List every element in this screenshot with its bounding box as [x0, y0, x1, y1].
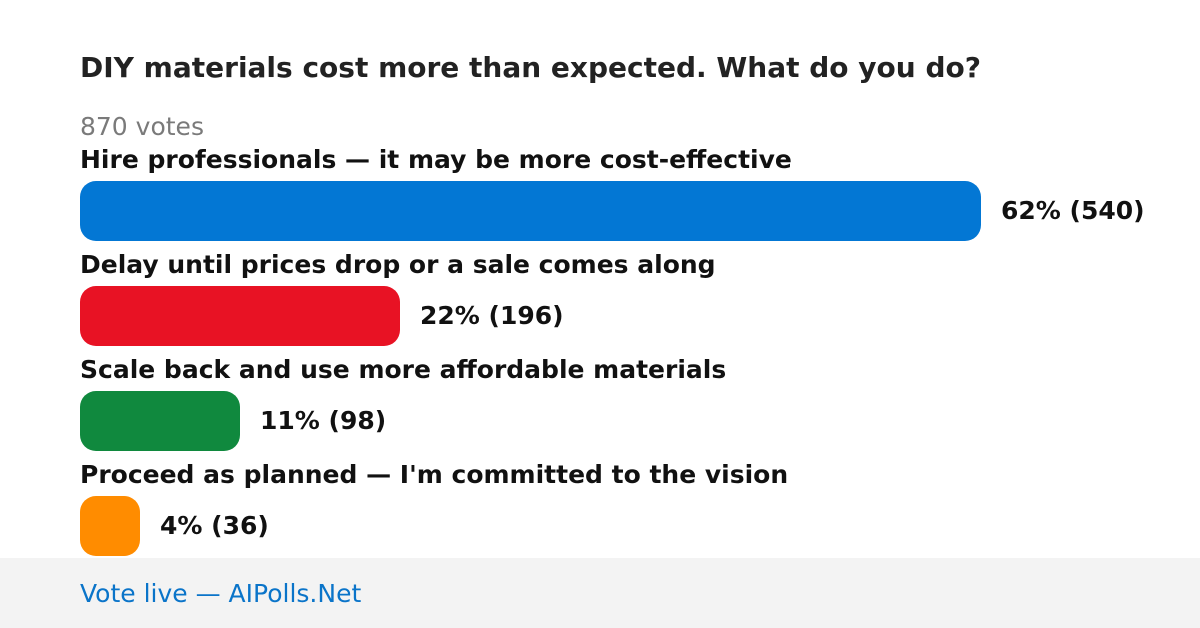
poll-bar	[80, 286, 400, 346]
poll-option: Scale back and use more affordable mater…	[80, 354, 1180, 459]
poll-bar	[80, 181, 981, 241]
poll-option-label: Hire professionals — it may be more cost…	[80, 145, 792, 174]
poll-bar	[80, 391, 240, 451]
poll-bar-value: 11% (98)	[260, 406, 387, 435]
poll-option: Hire professionals — it may be more cost…	[80, 144, 1180, 249]
vote-count: 870 votes	[80, 112, 204, 141]
poll-bar-value: 22% (196)	[420, 301, 564, 330]
footer-bar: Vote live — AIPolls.Net	[0, 558, 1200, 628]
poll-option: Delay until prices drop or a sale comes …	[80, 249, 1180, 354]
poll-bar-value: 62% (540)	[1001, 196, 1145, 225]
poll-option-label: Scale back and use more affordable mater…	[80, 355, 727, 384]
poll-bar	[80, 496, 140, 556]
poll-option-label: Delay until prices drop or a sale comes …	[80, 250, 716, 279]
vote-live-link[interactable]: Vote live — AIPolls.Net	[80, 579, 362, 608]
poll-option-label: Proceed as planned — I'm committed to th…	[80, 460, 789, 489]
poll-option: Proceed as planned — I'm committed to th…	[80, 459, 1180, 564]
poll-question: DIY materials cost more than expected. W…	[80, 51, 981, 84]
poll-bar-value: 4% (36)	[160, 511, 269, 540]
